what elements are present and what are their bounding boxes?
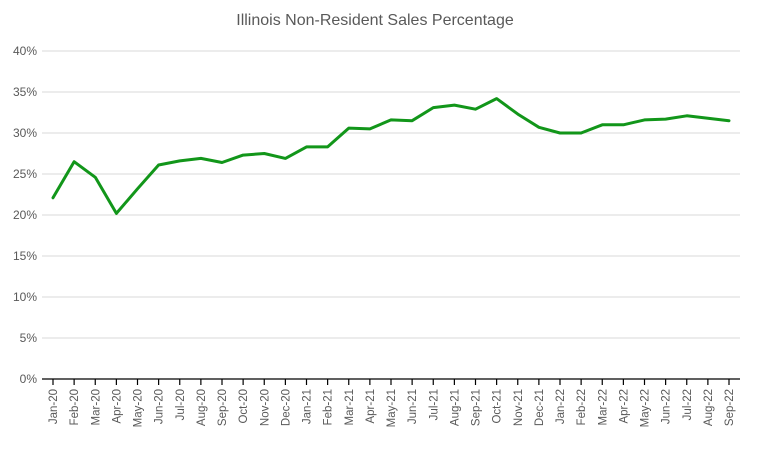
x-tick-label: Feb-22: [576, 389, 588, 425]
series-points: [52, 98, 730, 214]
x-tick-label: Sep-20: [217, 389, 229, 426]
x-tick-label: Jul-22: [682, 389, 694, 420]
x-tick-label: Aug-21: [449, 389, 461, 426]
x-tick-label: Dec-21: [534, 389, 546, 426]
x-tick-label: Aug-22: [703, 389, 715, 426]
x-tick-label: Nov-21: [513, 389, 525, 426]
series-line: [51, 97, 731, 215]
x-tick-label: Nov-20: [259, 389, 271, 426]
x-tick-label: Oct-21: [492, 389, 504, 424]
x-tick-label: Feb-21: [323, 389, 335, 425]
x-tick-label: Feb-20: [69, 389, 81, 425]
x-tick-label: Aug-20: [196, 389, 208, 426]
x-tick-label: May-21: [386, 389, 398, 427]
y-tick-label: 10%: [13, 290, 37, 304]
x-tick-label: May-22: [640, 389, 652, 427]
chart-title: Illinois Non-Resident Sales Percentage: [236, 12, 514, 29]
gridlines: [42, 50, 740, 339]
y-axis-tick-labels: 0% 5% 10% 15% 20% 25% 30% 35% 40%: [13, 44, 37, 386]
x-tick-label: Mar-20: [90, 389, 102, 425]
y-tick-label: 35%: [13, 85, 37, 99]
y-tick-label: 25%: [13, 167, 37, 181]
x-axis-tick-labels: Jan-20 Feb-20 Mar-20 Apr-20 May-20 Jun-20 Jul-…: [48, 389, 736, 427]
x-tick-label: May-20: [133, 389, 145, 427]
x-tick-label: Jun-22: [661, 389, 673, 424]
x-tick-label: Jun-20: [154, 389, 166, 424]
y-tick-label: 40%: [13, 44, 37, 58]
x-axis-ticks: [52, 379, 730, 385]
x-tick-label: Jan-21: [302, 389, 314, 424]
x-tick-label: Apr-22: [618, 389, 630, 424]
x-tick-label: Jul-21: [428, 389, 440, 420]
y-tick-label: 20%: [13, 208, 37, 222]
y-tick-label: 15%: [13, 249, 37, 263]
x-tick-label: Mar-21: [344, 389, 356, 425]
x-tick-label: Jan-20: [48, 389, 60, 424]
x-tick-label: Dec-20: [280, 389, 292, 426]
x-tick-label: Apr-21: [365, 389, 377, 424]
x-tick-label: Oct-20: [238, 389, 250, 424]
x-tick-label: Jan-22: [555, 389, 567, 424]
y-tick-label: 0%: [20, 372, 38, 386]
x-tick-label: Sep-21: [471, 389, 483, 426]
x-tick-label: Apr-20: [111, 389, 123, 424]
x-tick-label: Sep-22: [724, 389, 736, 426]
y-tick-label: 30%: [13, 126, 37, 140]
x-tick-label: Jul-20: [175, 389, 187, 420]
x-tick-label: Jun-21: [407, 389, 419, 424]
y-tick-label: 5%: [20, 331, 38, 345]
x-tick-label: Mar-22: [597, 389, 609, 425]
